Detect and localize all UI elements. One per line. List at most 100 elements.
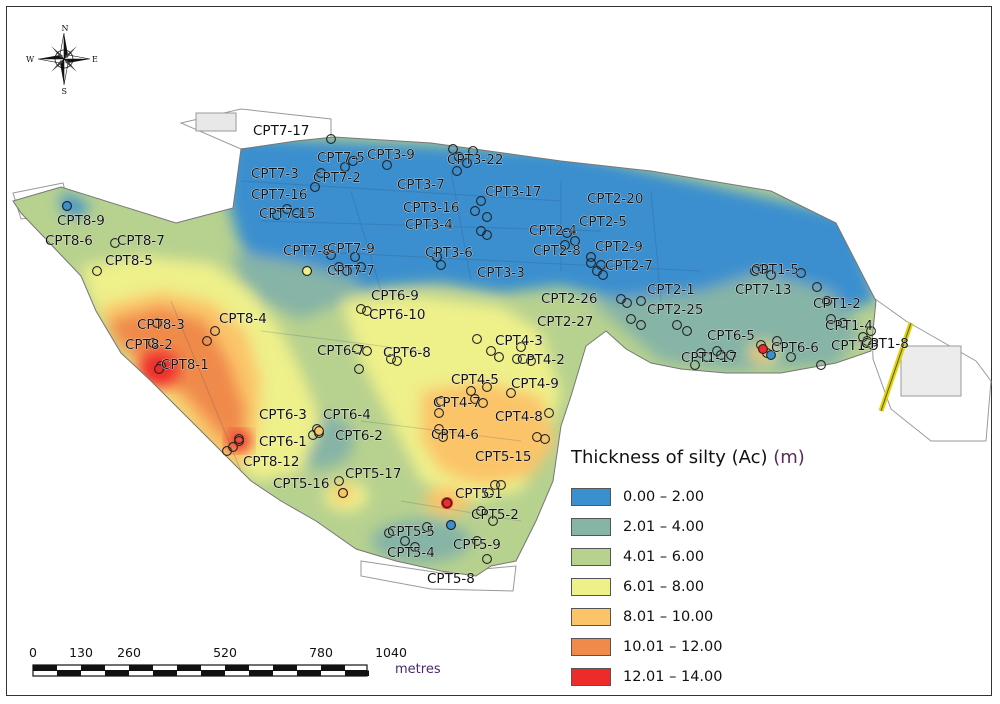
cpt-point (62, 201, 72, 211)
cpt-point (544, 408, 554, 418)
cpt-point (822, 296, 832, 306)
cpt-label: CPT7-17 (253, 123, 309, 139)
cpt-point (484, 488, 494, 498)
cpt-point (672, 320, 682, 330)
cpt-point (478, 398, 488, 408)
cpt-label: CPT4-6 (431, 427, 479, 443)
cpt-point (482, 212, 492, 222)
cpt-point (868, 340, 878, 350)
cpt-point (432, 252, 442, 262)
scale-segment (201, 670, 225, 676)
scale-segment (273, 665, 297, 671)
cpt-label: CPT2-5 (579, 214, 627, 230)
cpt-points (62, 134, 878, 564)
cpt-label: CPT2-20 (587, 191, 643, 207)
cpt-point (362, 346, 372, 356)
legend-swatch (571, 608, 611, 626)
cpt-point (682, 326, 692, 336)
cpt-label: CPT7-8 (283, 243, 331, 259)
cpt-point (482, 382, 492, 392)
cpt-label: CPT1-17 (681, 350, 737, 366)
cpt-label: CPT1-9 (831, 338, 879, 354)
legend-unit: (m) (773, 447, 805, 468)
cpt-point (462, 158, 472, 168)
cpt-point (470, 206, 480, 216)
cpt-point (436, 396, 446, 406)
scale-segment (297, 670, 321, 676)
cpt-label: CPT5-9 (453, 537, 501, 553)
cpt-label: CPT7-5 (317, 150, 365, 166)
cpt-label: CPT2-27 (537, 314, 593, 330)
cpt-label: CPT3-16 (403, 200, 459, 216)
cpt-label: CPT3-6 (425, 245, 473, 261)
cpt-label: CPT8-5 (105, 253, 153, 269)
scale-tick-label: 520 (213, 645, 237, 660)
cpt-label: CPT5-5 (387, 524, 435, 540)
compass-n: N (62, 24, 69, 33)
cpt-point (272, 210, 282, 220)
scale-tick-label: 130 (69, 645, 93, 660)
cpt-point (400, 536, 410, 546)
cpt-point (766, 350, 776, 360)
scale-unit: metres (395, 662, 441, 677)
scale-segment (153, 670, 177, 676)
cpt-point (340, 162, 350, 172)
legend-label: 10.01 – 12.00 (623, 639, 723, 655)
cpt-label: CPT1-4 (825, 318, 873, 334)
cpt-point (454, 152, 464, 162)
cpt-point (310, 182, 320, 192)
cpt-point (472, 536, 482, 546)
cpt-point (354, 364, 364, 374)
cpt-label: CPT8-9 (57, 213, 105, 229)
cpt-point (202, 336, 212, 346)
cpt-label: CPT8-7 (117, 233, 165, 249)
cpt-label: CPT2-7 (605, 258, 653, 274)
cpt-point (302, 266, 312, 276)
cpt-point (334, 262, 344, 272)
cpt-point (314, 426, 324, 436)
cpt-point (866, 326, 876, 336)
cpt-point (110, 238, 120, 248)
cpt-label: CPT3-7 (397, 177, 445, 193)
cpt-labels: CPT7-17 CPT7-5 CPT3-9 CPT3-22 CPT7-3 CPT7-2 CP… (45, 123, 909, 588)
cpt-label: CPT1-5 (751, 262, 799, 278)
cpt-point (326, 134, 336, 144)
cpt-point (486, 346, 496, 356)
cpt-point (472, 334, 482, 344)
thickness-map[interactable]: CPT7-17 CPT7-5 CPT3-9 CPT3-22 CPT7-3 CPT7-2 CP… (7, 7, 993, 697)
legend-row: 8.01 – 10.00 (571, 602, 831, 632)
cpt-point (326, 250, 336, 260)
cpt-point (434, 424, 444, 434)
cpt-label: CPT1-8 (861, 336, 909, 352)
cpt-label: CPT3-4 (405, 217, 453, 233)
legend-swatch (571, 578, 611, 596)
cpt-point (466, 386, 476, 396)
cpt-point (452, 166, 462, 176)
cpt-label: CPT5-16 (273, 476, 329, 492)
cpt-point (476, 196, 486, 206)
cpt-point (512, 354, 522, 364)
cpt-point (838, 318, 848, 328)
cpt-point (352, 344, 362, 354)
cpt-label: CPT6-1 (259, 434, 307, 450)
cpt-label: CPT7-3 (251, 166, 299, 182)
cpt-label: CPT6-7 (317, 343, 365, 359)
legend-label: 0.00 – 2.00 (623, 489, 705, 505)
cpt-point (816, 360, 826, 370)
base-map (12, 108, 992, 592)
cpt-point (690, 360, 700, 370)
cpt-label: CPT7-9 (327, 241, 375, 257)
cpt-point (482, 230, 492, 240)
cpt-label: CPT5-4 (387, 545, 435, 561)
cpt-point (490, 480, 500, 490)
cpt-point (350, 252, 360, 262)
cpt-label: CPT6-6 (771, 340, 819, 356)
legend-label: 2.01 – 4.00 (623, 519, 705, 535)
cpt-label: CPT8-6 (45, 233, 93, 249)
cpt-point (148, 338, 158, 348)
cpt-label: CPT2-9 (595, 239, 643, 255)
site-boundary (12, 136, 877, 577)
cpt-point (154, 364, 164, 374)
scale-segment (225, 665, 249, 671)
cpt-point (438, 432, 448, 442)
